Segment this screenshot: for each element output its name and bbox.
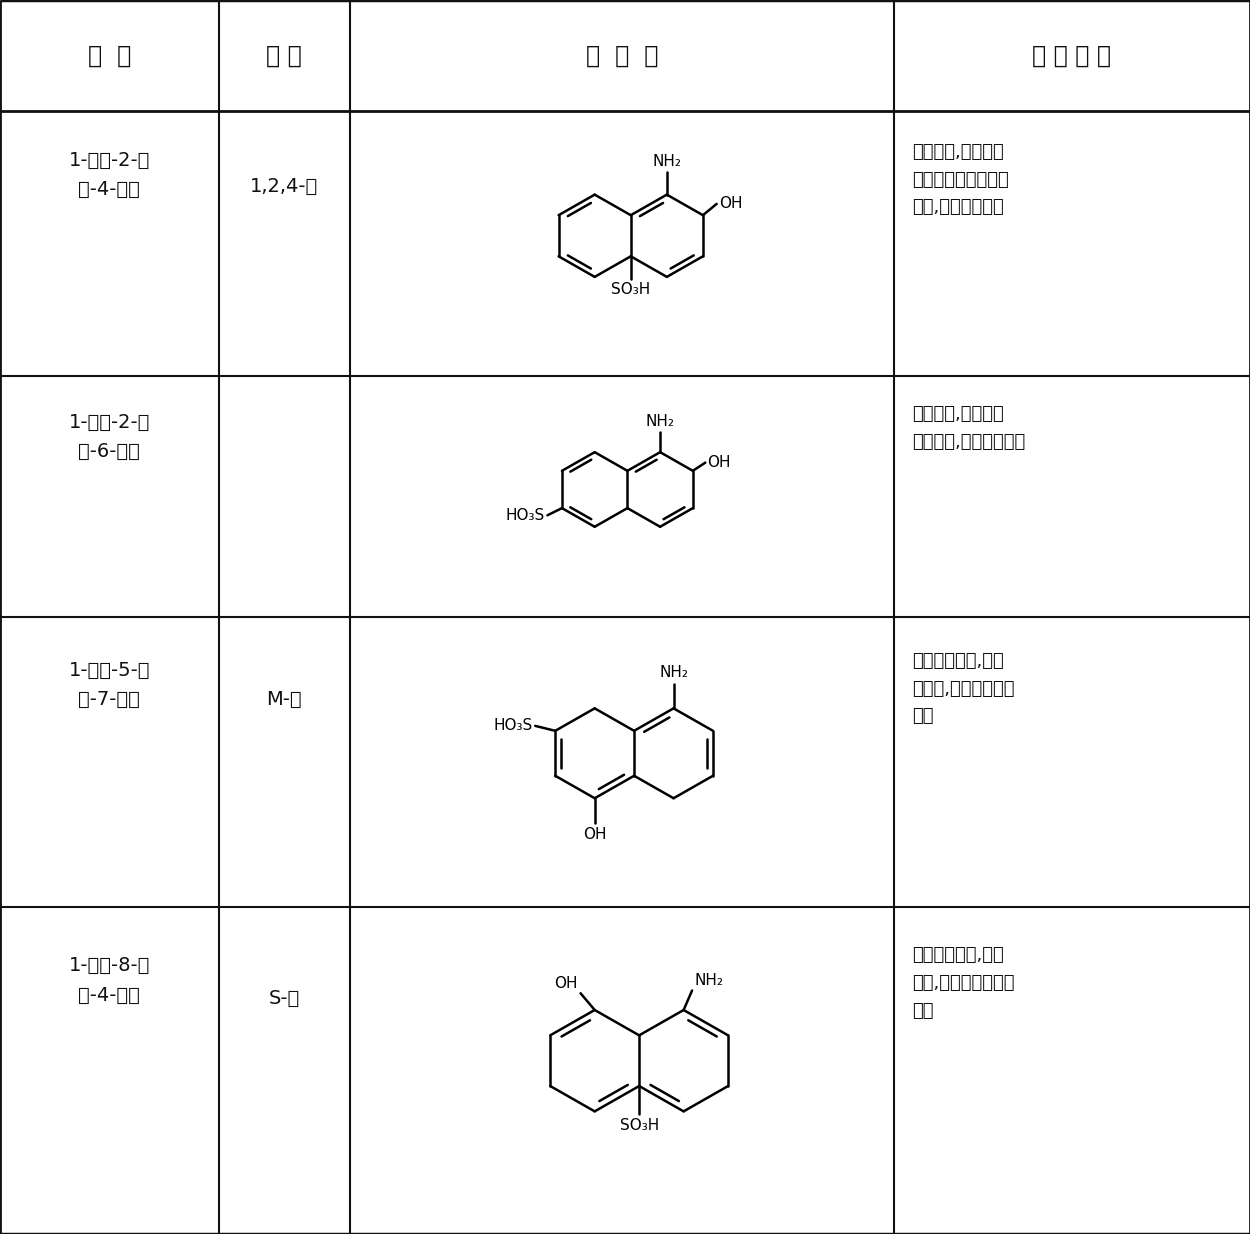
Text: 1-氨基-8-萘
酚-4-磺酸: 1-氨基-8-萘 酚-4-磺酸 — [69, 956, 150, 1004]
Text: 物 理 性 质: 物 理 性 质 — [1032, 43, 1111, 68]
Text: 名  称: 名 称 — [88, 43, 131, 68]
Text: NH₂: NH₂ — [695, 974, 724, 988]
Text: OH: OH — [555, 976, 578, 991]
Text: 针状结晶,微溶于热
水、乙醇,不溶于乙醚。: 针状结晶,微溶于热 水、乙醇,不溶于乙醚。 — [912, 405, 1026, 452]
Text: 1-氨基-2-萘
酚-4-磺酸: 1-氨基-2-萘 酚-4-磺酸 — [69, 151, 150, 200]
Text: OH: OH — [719, 196, 742, 211]
Text: 俗 名: 俗 名 — [266, 43, 302, 68]
Text: 白色晶体,暴露于空
气中变玫瑰色。溶于
热水,不溶于冷水。: 白色晶体,暴露于空 气中变玫瑰色。溶于 热水,不溶于冷水。 — [912, 143, 1009, 216]
Text: OH: OH — [707, 455, 731, 470]
Text: M-酸: M-酸 — [266, 690, 302, 708]
Text: HO₃S: HO₃S — [494, 718, 532, 733]
Text: 1-氨基-2-萘
酚-6-磺酸: 1-氨基-2-萘 酚-6-磺酸 — [69, 412, 150, 462]
Text: HO₃S: HO₃S — [506, 508, 545, 523]
Text: 灰色针状结晶,微溶
于水,不溶于乙醇、乙
醚。: 灰色针状结晶,微溶 于水,不溶于乙醇、乙 醚。 — [912, 946, 1015, 1019]
Text: S-酸: S-酸 — [269, 988, 300, 1008]
Text: OH: OH — [582, 827, 606, 842]
Text: NH₂: NH₂ — [659, 665, 688, 680]
Text: 1,2,4-酸: 1,2,4-酸 — [250, 178, 319, 196]
Text: 1-氨基-5-萘
酚-7-磺酸: 1-氨基-5-萘 酚-7-磺酸 — [69, 660, 150, 710]
Text: 灰色针状结晶,微溶
于冷水,溶于热水、乙
醇。: 灰色针状结晶,微溶 于冷水,溶于热水、乙 醇。 — [912, 652, 1015, 726]
Text: SO₃H: SO₃H — [611, 283, 650, 297]
Text: 化  学  式: 化 学 式 — [586, 43, 658, 68]
Text: NH₂: NH₂ — [652, 154, 681, 169]
Text: SO₃H: SO₃H — [620, 1118, 659, 1133]
Text: NH₂: NH₂ — [646, 413, 675, 428]
